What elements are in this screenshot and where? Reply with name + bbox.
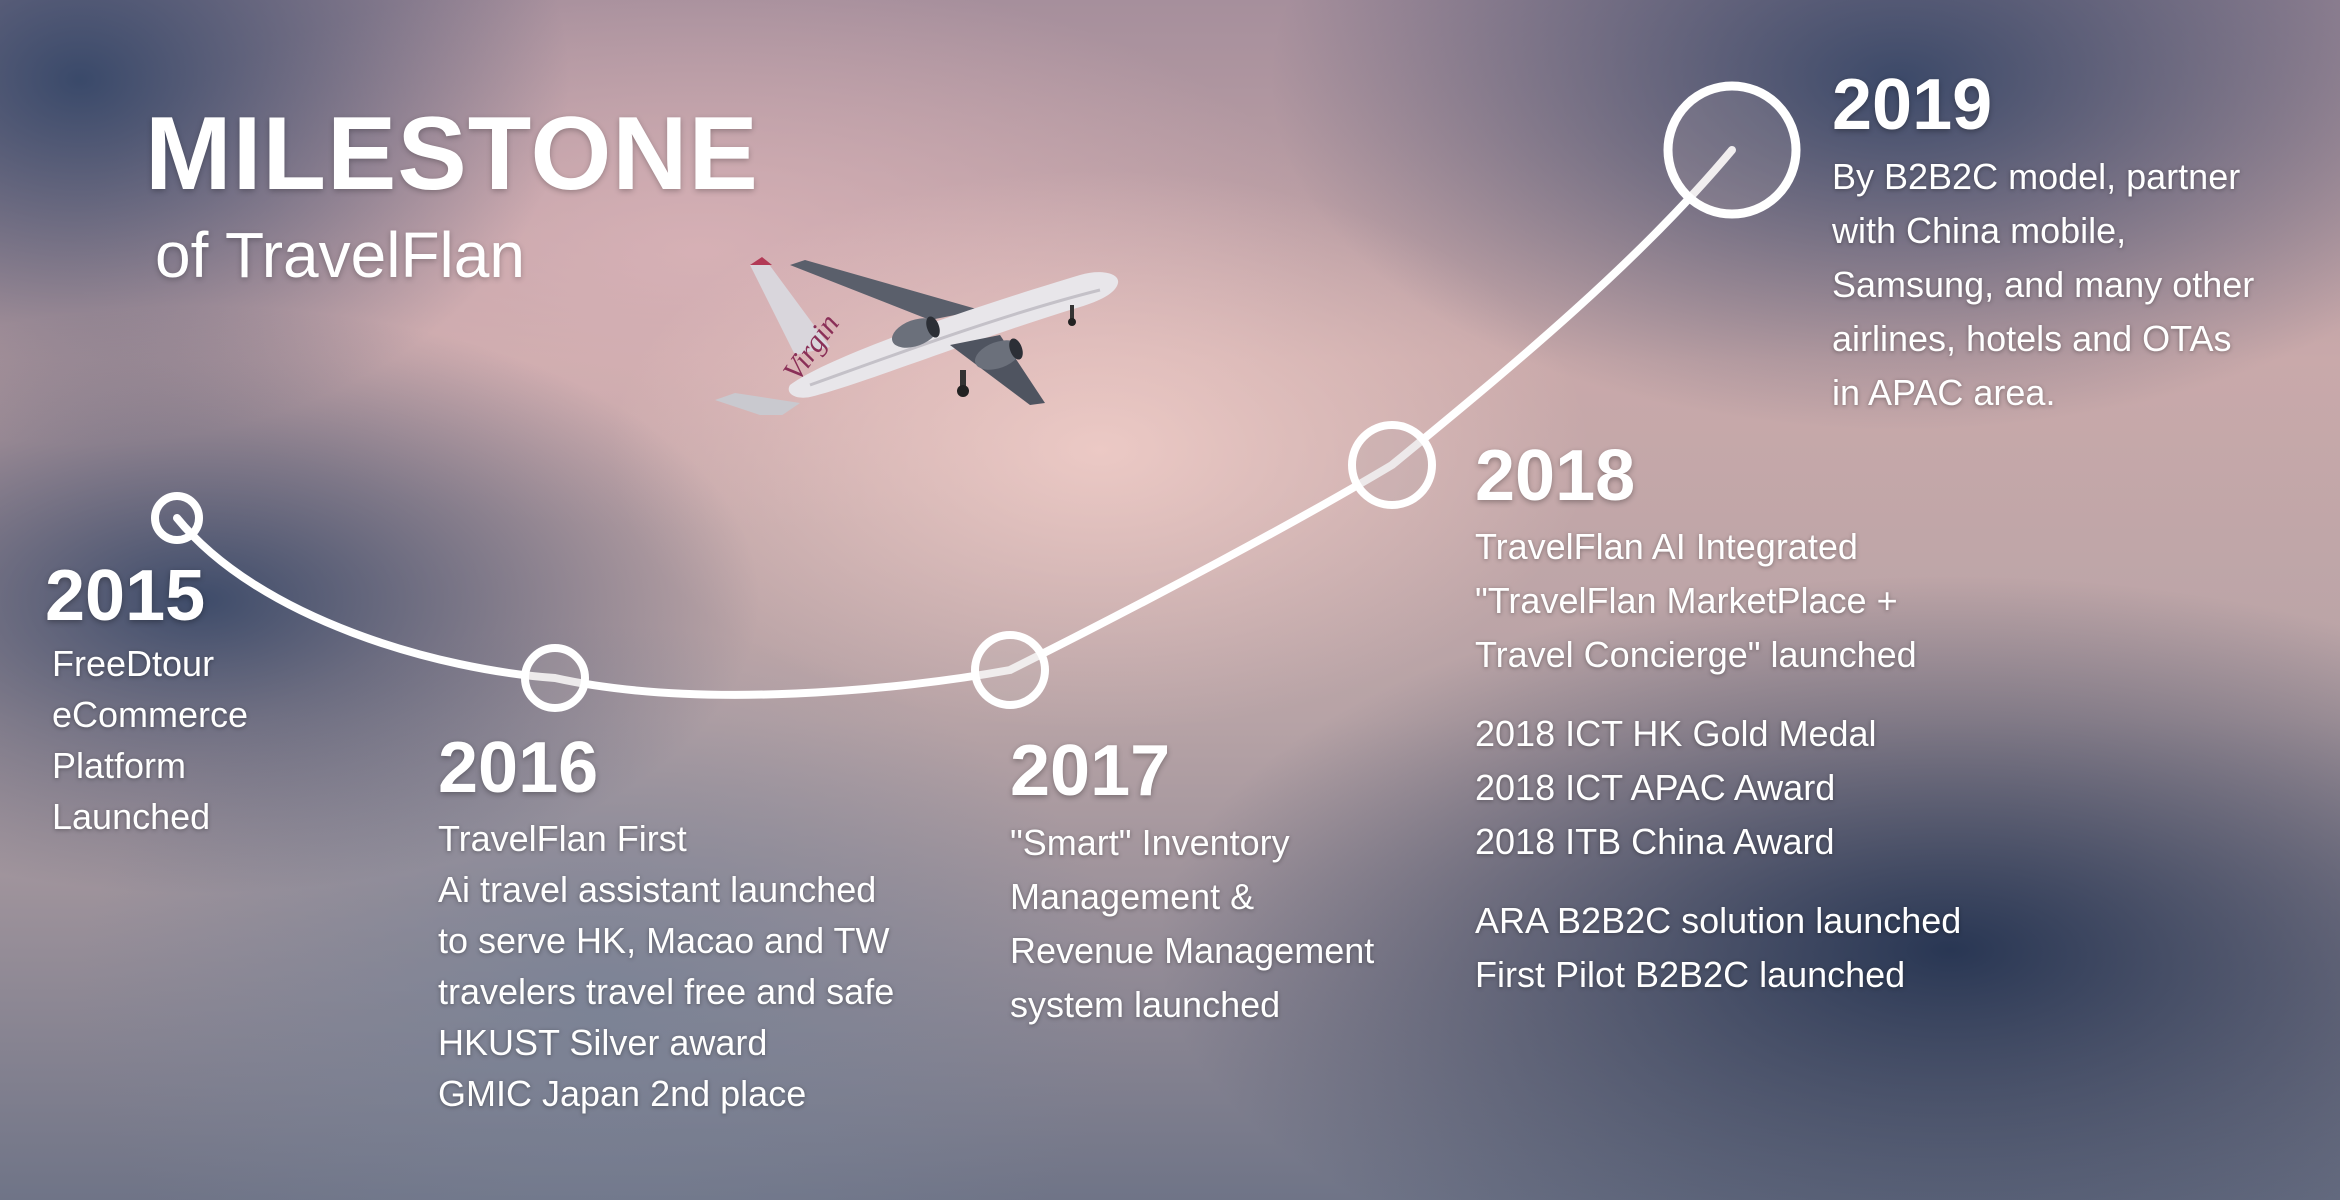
milestone-line: Platform bbox=[52, 745, 187, 786]
timeline-node-2019 bbox=[1663, 81, 1801, 219]
milestone-2015-text: FreeDtour eCommerce Platform Launched bbox=[52, 638, 248, 842]
milestone-line: with China mobile, bbox=[1832, 210, 2127, 251]
page-subtitle: of TravelFlan bbox=[155, 219, 525, 291]
milestone-line: travelers travel free and safe bbox=[438, 971, 895, 1012]
milestone-2018-text: TravelFlan AI Integrated "TravelFlan Mar… bbox=[1475, 520, 1961, 1002]
timeline-node-2016 bbox=[521, 644, 589, 712]
year-2018: 2018 bbox=[1475, 436, 1636, 516]
milestone-line: Launched bbox=[52, 796, 211, 837]
milestone-line: ARA B2B2C solution launched bbox=[1475, 900, 1962, 941]
milestone-line: HKUST Silver award bbox=[438, 1022, 768, 1063]
milestone-line: 2018 ICT APAC Award bbox=[1475, 767, 1836, 808]
milestone-line: Revenue Management bbox=[1010, 930, 1375, 971]
page-title: MILESTONE bbox=[145, 96, 759, 212]
milestone-line: TravelFlan First bbox=[438, 818, 687, 859]
timeline-node-2017 bbox=[971, 631, 1049, 709]
milestone-line: system launched bbox=[1010, 984, 1281, 1025]
milestone-line: GMIC Japan 2nd place bbox=[438, 1073, 807, 1114]
milestone-line: Travel Concierge" launched bbox=[1475, 634, 1917, 675]
milestone-line: to serve HK, Macao and TW bbox=[438, 920, 890, 961]
year-2019: 2019 bbox=[1832, 65, 1993, 145]
timeline-curve bbox=[173, 146, 1736, 699]
milestone-line: 2018 ITB China Award bbox=[1475, 821, 1835, 862]
milestone-2018-awards-group: 2018 ICT HK Gold Medal 2018 ICT APAC Awa… bbox=[1475, 707, 1961, 869]
year-2017: 2017 bbox=[1010, 731, 1171, 811]
milestone-2018-launch-group: TravelFlan AI Integrated "TravelFlan Mar… bbox=[1475, 520, 1961, 682]
milestone-2019-text: By B2B2C model, partner with China mobil… bbox=[1832, 150, 2254, 420]
milestone-line: TravelFlan AI Integrated bbox=[1475, 526, 1858, 567]
milestone-line: 2018 ICT HK Gold Medal bbox=[1475, 713, 1877, 754]
milestone-line: eCommerce bbox=[52, 694, 249, 735]
airplane-image: Virgin bbox=[715, 257, 1119, 415]
milestone-line: in APAC area. bbox=[1832, 372, 2056, 413]
timeline-node-2018 bbox=[1348, 421, 1436, 509]
milestone-line: Ai travel assistant launched bbox=[438, 869, 877, 910]
milestone-2016-text: TravelFlan First Ai travel assistant lau… bbox=[438, 813, 894, 1119]
milestone-line: "Smart" Inventory bbox=[1010, 822, 1290, 863]
milestone-2017-text: "Smart" Inventory Management & Revenue M… bbox=[1010, 816, 1374, 1032]
milestone-line: airlines, hotels and OTAs bbox=[1832, 318, 2232, 359]
year-2016: 2016 bbox=[438, 728, 599, 808]
milestone-line: "TravelFlan MarketPlace + bbox=[1475, 580, 1898, 621]
milestone-line: FreeDtour bbox=[52, 643, 215, 684]
milestone-line: Samsung, and many other bbox=[1832, 264, 2255, 305]
timeline-node-2015 bbox=[151, 492, 203, 544]
milestone-line: By B2B2C model, partner bbox=[1832, 156, 2241, 197]
milestone-line: Management & bbox=[1010, 876, 1255, 917]
milestone-2018-b2b2c-group: ARA B2B2C solution launched First Pilot … bbox=[1475, 894, 1961, 1002]
milestone-line: First Pilot B2B2C launched bbox=[1475, 954, 1906, 995]
year-2015: 2015 bbox=[45, 556, 206, 636]
